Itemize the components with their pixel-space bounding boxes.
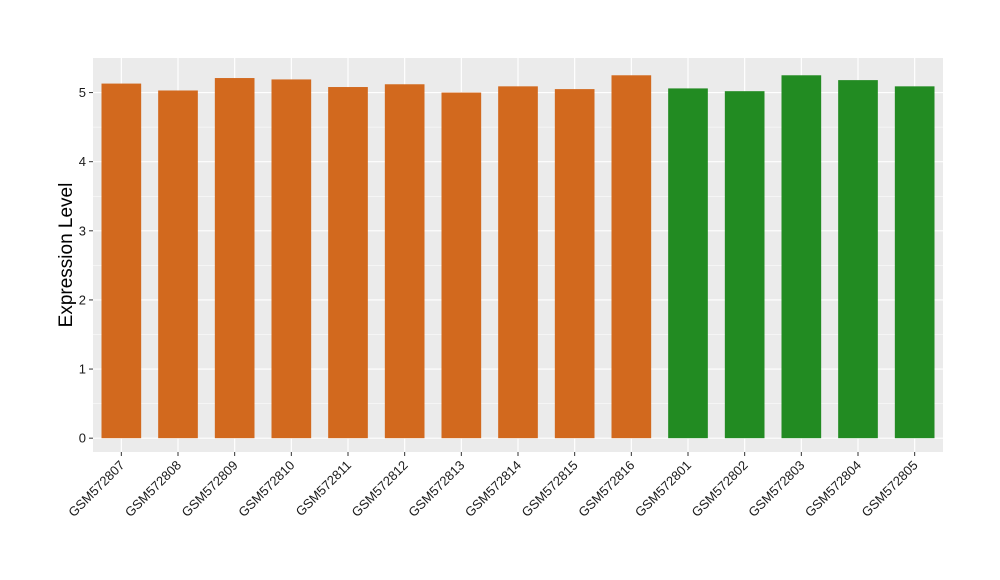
bar-gsm572816 (611, 75, 652, 439)
x-tick-label: GSM572805 (859, 458, 921, 520)
y-tick-label: 2 (79, 292, 86, 307)
bar-gsm572815 (554, 89, 595, 439)
x-tick-label: GSM572814 (462, 458, 524, 520)
y-axis: 0 1 2 3 4 5 (79, 85, 93, 446)
bar-gsm572802 (724, 91, 765, 439)
bars (101, 75, 935, 439)
y-tick-label: 1 (79, 362, 86, 377)
x-axis: GSM572807GSM572808GSM572809GSM572810GSM5… (65, 452, 921, 520)
bar-gsm572807 (101, 83, 142, 439)
x-tick-label: GSM572815 (519, 458, 581, 520)
bar-gsm572808 (158, 90, 198, 439)
bar-gsm572809 (214, 78, 255, 439)
y-tick-label: 4 (79, 154, 86, 169)
x-tick-label: GSM572808 (122, 458, 184, 520)
y-tick-label: 5 (79, 85, 86, 100)
x-tick-label: GSM572809 (179, 458, 241, 520)
x-tick-label: GSM572810 (235, 458, 297, 520)
y-tick-label: 0 (79, 431, 86, 446)
bar-gsm572810 (271, 79, 312, 439)
x-tick-label: GSM572812 (349, 458, 411, 520)
y-axis-title: Expression Level (56, 183, 77, 328)
x-tick-label: GSM572807 (65, 458, 127, 520)
bar-gsm572811 (328, 87, 368, 439)
bar-gsm572801 (668, 88, 708, 439)
y-tick-label: 3 (79, 223, 86, 238)
bar-gsm572813 (441, 92, 482, 439)
x-tick-label: GSM572803 (745, 458, 807, 520)
x-tick-label: GSM572801 (632, 458, 694, 520)
bar-gsm572804 (838, 80, 878, 439)
x-tick-label: GSM572816 (575, 458, 637, 520)
x-tick-label: GSM572813 (405, 458, 467, 520)
x-tick-label: GSM572811 (293, 458, 355, 520)
bar-gsm572814 (498, 86, 538, 439)
bar-gsm572803 (781, 75, 822, 439)
bar-gsm572805 (894, 86, 935, 439)
x-tick-label: GSM572804 (802, 458, 864, 520)
bar-gsm572812 (384, 84, 425, 439)
x-tick-label: GSM572802 (689, 458, 751, 520)
